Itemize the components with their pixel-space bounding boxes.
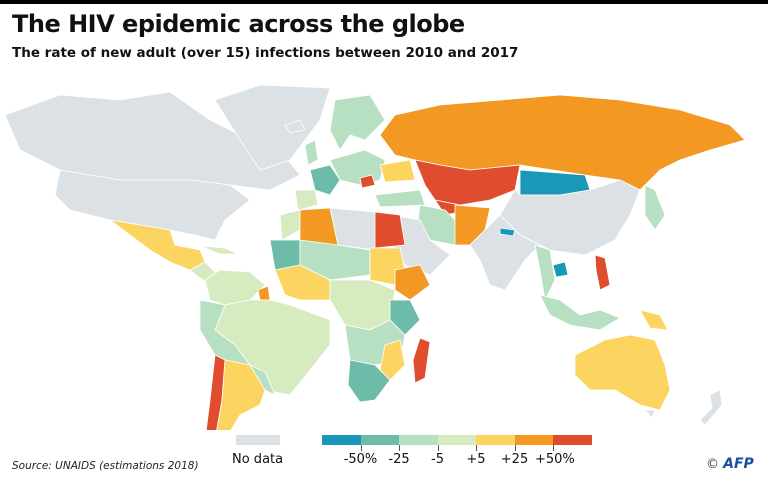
region-france	[309, 164, 341, 196]
region-ethiopia	[394, 264, 431, 301]
region-egypt	[374, 211, 406, 249]
legend-tick-label: -5	[431, 452, 444, 467]
legend-tick	[553, 445, 554, 451]
region-balkans	[359, 174, 376, 189]
region-iberia	[294, 189, 319, 211]
page-title: The HIV epidemic across the globe	[12, 10, 465, 38]
legend-tick	[437, 445, 439, 451]
region-japan	[644, 184, 666, 231]
region-scandinavia	[329, 94, 386, 151]
region-papua-new-guinea	[639, 309, 669, 331]
region-tasmania	[644, 409, 656, 419]
world-map	[4, 84, 746, 430]
region-greenland	[214, 84, 331, 171]
region-cuba	[199, 245, 239, 255]
region-madagascar	[412, 337, 431, 384]
legend-swatch-0	[322, 435, 361, 445]
legend-tick	[399, 445, 400, 451]
legend-tick	[514, 445, 516, 451]
region-nepal	[499, 227, 516, 237]
page-subtitle: The rate of new adult (over 15) infectio…	[12, 45, 519, 61]
legend-tick-label: -25	[388, 452, 410, 467]
region-iceland	[284, 119, 306, 134]
region-indonesia	[539, 294, 621, 331]
afp-credit: © AFP	[706, 456, 754, 472]
legend-tick	[360, 445, 362, 451]
source-note: Source: UNAIDS (estimations 2018)	[12, 460, 199, 472]
region-east-africa	[389, 299, 421, 336]
region-australia	[574, 334, 671, 411]
region-usa	[54, 169, 251, 241]
legend-tick-label: -50%	[343, 452, 378, 467]
legend-swatch-3	[437, 435, 476, 445]
afp-logo: AFP	[723, 456, 754, 472]
region-turkey	[374, 189, 426, 208]
legend-swatch-5	[514, 435, 553, 445]
region-india	[469, 214, 541, 291]
region-morocco	[279, 209, 301, 241]
legend-tick-label: +5	[466, 452, 486, 467]
legend-swatch-6	[553, 435, 592, 445]
copyright-symbol: ©	[706, 457, 719, 472]
region-new-zealand	[699, 389, 723, 426]
region-mozambique	[379, 339, 406, 381]
legend-tick	[476, 445, 477, 451]
region-kazakhstan	[414, 159, 521, 206]
legend-swatch-2	[399, 435, 438, 445]
legend-swatch-1	[360, 435, 399, 445]
region-uk	[304, 139, 319, 166]
region-paraguay-uruguay	[248, 364, 276, 396]
legend-swatch-4	[476, 435, 515, 445]
legend-swatch-no-data	[236, 435, 280, 445]
region-cambodia	[552, 261, 569, 278]
region-philippines	[594, 254, 611, 291]
legend-label-no-data: No data	[232, 452, 284, 467]
region-venezuela-colombia	[204, 269, 266, 306]
legend-tick-label: +25	[500, 452, 529, 467]
region-myanmar-thailand	[534, 244, 556, 302]
region-south-africa	[347, 359, 391, 403]
top-rule	[0, 0, 768, 4]
region-ukraine	[379, 159, 416, 183]
legend-tick-label: +50%	[535, 452, 575, 467]
